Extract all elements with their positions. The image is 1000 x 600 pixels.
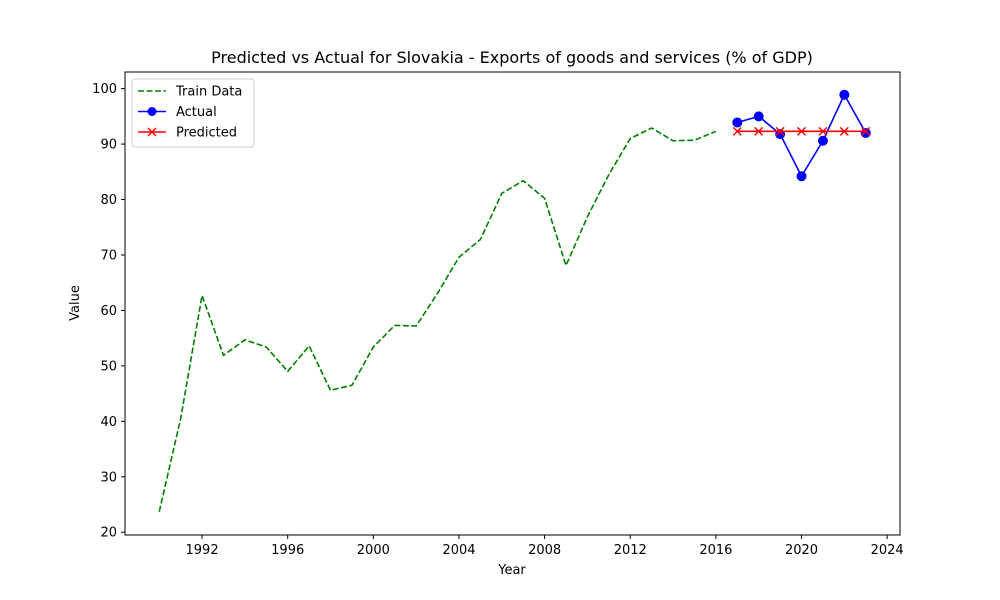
data-point-predicted bbox=[754, 126, 764, 136]
data-point-actual bbox=[839, 89, 850, 100]
data-point-predicted bbox=[839, 126, 849, 136]
data-point-predicted bbox=[797, 126, 807, 136]
data-point-predicted bbox=[775, 126, 785, 136]
y-tick-label: 100 bbox=[92, 82, 117, 97]
chart-title: Predicted vs Actual for Slovakia - Expor… bbox=[211, 48, 813, 67]
x-tick-label: 2004 bbox=[442, 543, 475, 558]
data-point-predicted bbox=[861, 126, 871, 136]
data-point-predicted bbox=[732, 126, 742, 136]
y-axis-title: Value bbox=[68, 285, 83, 321]
legend-marker-actual bbox=[147, 107, 157, 116]
y-tick-label: 20 bbox=[100, 526, 117, 541]
series-line-train-data bbox=[158, 127, 717, 512]
x-tick-label: 1996 bbox=[271, 543, 304, 558]
data-point-actual bbox=[860, 127, 871, 138]
y-tick-label: 50 bbox=[100, 359, 117, 374]
legend-label-actual: Actual bbox=[176, 105, 217, 120]
data-point-actual bbox=[732, 117, 743, 128]
plot-area: 1992 1996 2000 2004 2008 2012 2016 2020 2024 20 30… bbox=[92, 71, 904, 558]
y-tick-label: 90 bbox=[100, 138, 117, 153]
data-point-actual bbox=[817, 135, 828, 146]
legend-box bbox=[131, 78, 255, 148]
x-tick-label: 2012 bbox=[614, 543, 647, 558]
axes-frame bbox=[124, 71, 901, 536]
data-point-actual bbox=[796, 171, 807, 182]
legend-label-train-data: Train Data bbox=[175, 85, 242, 100]
x-tick-label: 2008 bbox=[528, 543, 561, 558]
x-axis-title: Year bbox=[497, 563, 526, 578]
x-tick-label: 2020 bbox=[785, 543, 818, 558]
data-point-predicted bbox=[818, 126, 828, 136]
legend-marker-predicted bbox=[147, 127, 157, 137]
x-tick-label: 1992 bbox=[186, 543, 219, 558]
x-tick-label: 2016 bbox=[699, 543, 732, 558]
y-tick-label: 40 bbox=[100, 415, 117, 430]
y-tick-label: 60 bbox=[100, 304, 117, 319]
data-point-actual bbox=[753, 111, 764, 122]
x-tick-label: 2000 bbox=[357, 543, 390, 558]
legend: Train Data Actual Predicted bbox=[131, 78, 255, 148]
y-tick-label: 70 bbox=[100, 248, 117, 263]
legend-label-predicted: Predicted bbox=[176, 126, 237, 141]
x-tick-label: 2024 bbox=[871, 543, 904, 558]
y-tick-label: 30 bbox=[100, 470, 117, 485]
y-tick-label: 80 bbox=[100, 193, 117, 208]
